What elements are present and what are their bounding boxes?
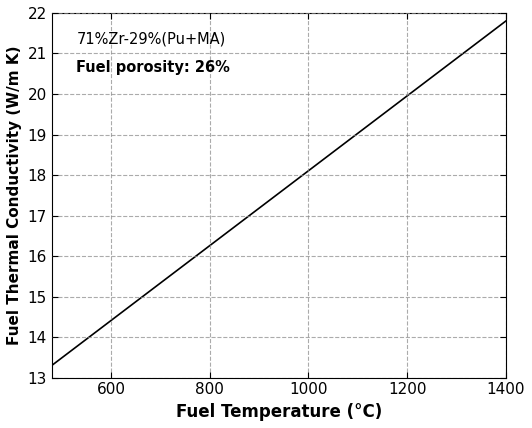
Text: 71%Zr-29%(Pu+MA): 71%Zr-29%(Pu+MA) [77,32,226,47]
X-axis label: Fuel Temperature (°C): Fuel Temperature (°C) [176,403,382,421]
Y-axis label: Fuel Thermal Conductivity (W/m K): Fuel Thermal Conductivity (W/m K) [7,45,22,345]
Text: Fuel porosity: 26%: Fuel porosity: 26% [77,60,230,75]
